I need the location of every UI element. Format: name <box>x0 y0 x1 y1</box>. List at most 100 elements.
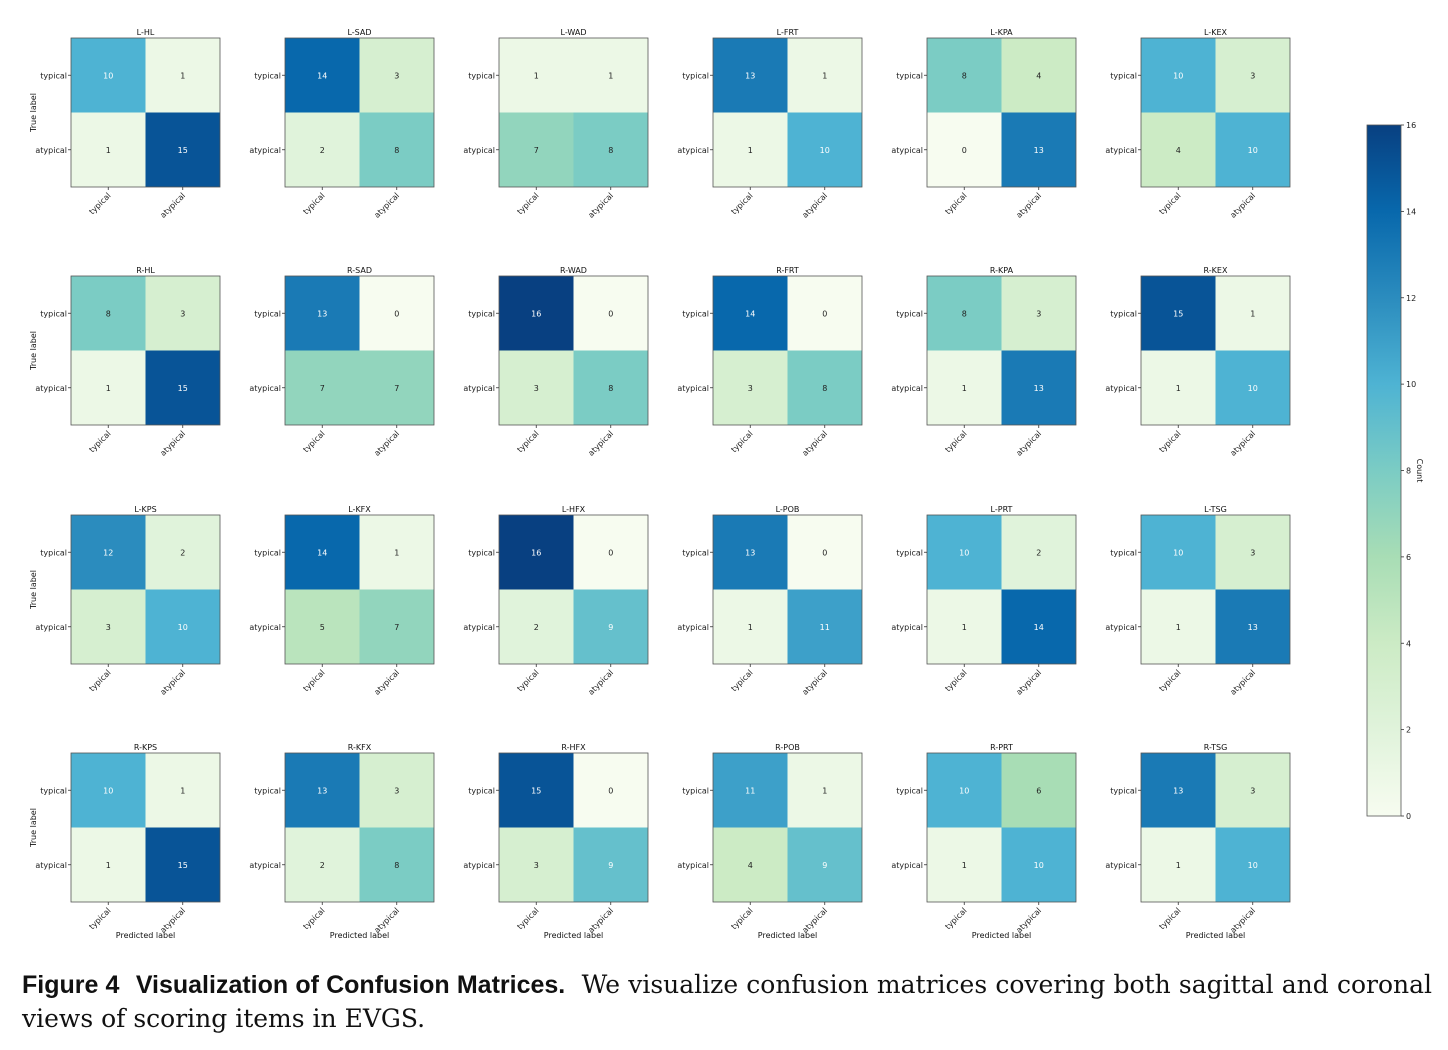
matrix-cell <box>713 350 788 425</box>
matrix-frame <box>70 514 221 665</box>
x-tick-label: typical <box>1157 191 1182 216</box>
y-tick-label: typical <box>1110 309 1137 318</box>
matrix-cell <box>787 827 862 902</box>
y-tick-label: atypical <box>463 384 495 393</box>
x-tick-label: typical <box>1157 429 1182 454</box>
matrix-cell <box>359 350 434 425</box>
cell-value: 0 <box>608 548 613 557</box>
matrix-cell <box>1001 753 1076 828</box>
matrix-cell <box>1141 753 1216 828</box>
cell-value: 1 <box>106 146 111 155</box>
cell-value: 8 <box>394 146 399 155</box>
cell-value: 1 <box>106 861 111 870</box>
matrix-title: L-FRT <box>777 28 799 37</box>
matrix-cell <box>1141 827 1216 902</box>
y-tick-label: typical <box>1110 548 1137 557</box>
cell-value: 1 <box>1176 861 1181 870</box>
cell-value: 1 <box>1176 384 1181 393</box>
matrix-cell <box>359 515 434 590</box>
y-tick-label: atypical <box>35 623 67 632</box>
y-tick-label: atypical <box>677 623 709 632</box>
matrix-panel: R-KPA 8 3 1 13 typical atypical typical atypical <box>891 266 1077 458</box>
y-tick-label: atypical <box>1105 384 1137 393</box>
cell-value: 14 <box>317 71 327 80</box>
y-tick-label: atypical <box>891 623 923 632</box>
colorbar-tick-label: 10 <box>1406 380 1416 389</box>
matrix-title: R-KPA <box>990 266 1014 275</box>
matrix-title: L-HFX <box>562 505 586 514</box>
y-tick-label: atypical <box>891 861 923 870</box>
matrix-cell <box>1141 589 1216 664</box>
cell-value: 0 <box>962 146 967 155</box>
matrix-cell <box>787 753 862 828</box>
y-tick-label: typical <box>468 309 495 318</box>
matrix-panel: L-KFX 14 1 5 7 typical atypical typical atypical <box>249 505 435 697</box>
y-tick-label: atypical <box>463 146 495 155</box>
y-tick-label: typical <box>682 548 709 557</box>
matrix-cell <box>1001 112 1076 187</box>
cell-value: 4 <box>1036 71 1041 80</box>
cell-value: 10 <box>1173 548 1183 557</box>
matrix-cell <box>713 753 788 828</box>
cell-value: 1 <box>180 786 185 795</box>
matrix-cell <box>285 112 360 187</box>
cell-value: 15 <box>1173 309 1183 318</box>
matrix-frame <box>926 514 1077 665</box>
x-tick-label: atypical <box>372 668 401 697</box>
matrix-cell <box>499 112 574 187</box>
y-tick-label: atypical <box>35 146 67 155</box>
y-tick-label: typical <box>254 71 281 80</box>
matrix-title: L-KFX <box>348 505 371 514</box>
y-tick-label: atypical <box>35 384 67 393</box>
x-tick-label: atypical <box>586 191 615 220</box>
matrix-cell <box>573 276 648 351</box>
matrix-cell <box>499 276 574 351</box>
matrix-cell <box>1141 38 1216 113</box>
cell-value: 9 <box>822 861 827 870</box>
cell-value: 7 <box>320 384 325 393</box>
matrix-cell <box>927 827 1002 902</box>
y-tick-label: atypical <box>249 623 281 632</box>
x-tick-label: typical <box>301 906 326 931</box>
matrix-cell <box>1215 827 1290 902</box>
y-tick-label: typical <box>254 548 281 557</box>
x-tick-label: typical <box>729 668 754 693</box>
cell-value: 10 <box>1034 861 1044 870</box>
matrix-title: R-SAD <box>347 266 372 275</box>
cell-value: 3 <box>180 309 185 318</box>
matrix-panel: L-SAD 14 3 2 8 typical atypical typical atypical <box>249 28 435 220</box>
matrix-cell <box>145 753 220 828</box>
matrix-panel: R-KEX 15 1 1 10 typical atypical typical atypica… <box>1105 266 1291 458</box>
x-tick-label: typical <box>87 191 112 216</box>
colorbar-gradient <box>1366 124 1402 817</box>
cell-value: 2 <box>180 548 185 557</box>
matrix-cell <box>1215 753 1290 828</box>
cell-value: 6 <box>1036 786 1041 795</box>
y-tick-label: typical <box>40 71 67 80</box>
matrix-cell <box>787 515 862 590</box>
matrix-cell <box>499 827 574 902</box>
cell-value: 4 <box>1176 146 1181 155</box>
matrix-cell <box>1001 515 1076 590</box>
y-tick-label: atypical <box>1105 861 1137 870</box>
cell-value: 3 <box>1036 309 1041 318</box>
matrix-frame <box>712 752 863 903</box>
matrix-cell <box>927 589 1002 664</box>
x-tick-label: typical <box>943 429 968 454</box>
cell-value: 15 <box>531 786 541 795</box>
y-tick-label: typical <box>896 786 923 795</box>
matrix-frame <box>1140 514 1291 665</box>
matrix-title: R-PRT <box>990 743 1013 752</box>
cell-value: 7 <box>534 146 539 155</box>
matrix-panel: R-SAD 13 0 7 7 typical atypical typical atypical <box>249 266 435 458</box>
matrix-cell <box>145 350 220 425</box>
x-axis-label: Predicted label <box>330 931 389 940</box>
matrix-cell <box>71 827 146 902</box>
cell-value: 1 <box>608 71 613 80</box>
cell-value: 7 <box>394 623 399 632</box>
y-tick-label: typical <box>896 71 923 80</box>
cell-value: 3 <box>534 861 539 870</box>
